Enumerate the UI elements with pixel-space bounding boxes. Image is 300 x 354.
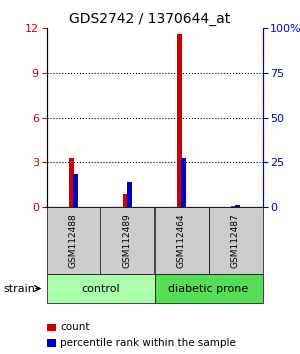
Bar xyxy=(235,205,240,207)
Bar xyxy=(181,158,185,207)
Text: control: control xyxy=(81,284,120,293)
Bar xyxy=(127,182,132,207)
Bar xyxy=(124,194,128,207)
Bar xyxy=(232,206,236,207)
Text: GSM112487: GSM112487 xyxy=(231,213,240,268)
Text: percentile rank within the sample: percentile rank within the sample xyxy=(60,338,236,348)
Text: GSM112464: GSM112464 xyxy=(177,213,186,268)
Text: strain: strain xyxy=(3,284,35,293)
Bar xyxy=(178,34,182,207)
Bar xyxy=(73,174,78,207)
Text: GSM112489: GSM112489 xyxy=(123,213,132,268)
Text: count: count xyxy=(60,322,89,332)
Bar xyxy=(70,158,74,207)
Text: GDS2742 / 1370644_at: GDS2742 / 1370644_at xyxy=(69,12,231,27)
Text: diabetic prone: diabetic prone xyxy=(168,284,249,293)
Text: GSM112488: GSM112488 xyxy=(69,213,78,268)
